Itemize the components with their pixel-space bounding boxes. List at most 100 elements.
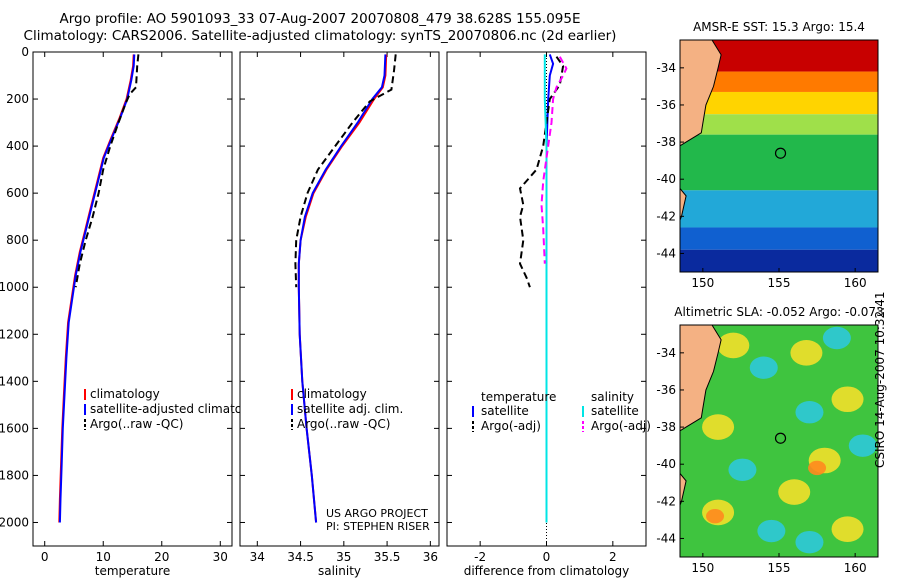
sla-anomaly-blob [848, 434, 877, 457]
sla-anomaly-blob [831, 516, 864, 542]
x-tick-label: 0 [41, 550, 49, 564]
sla-anomaly-blob [757, 519, 786, 543]
y-tick-label: 600 [6, 186, 29, 200]
sst-band [680, 134, 878, 191]
sla-anomaly-blob [717, 332, 750, 359]
x-tick-label: 34.5 [287, 550, 314, 564]
x-tick-label: 30 [213, 550, 228, 564]
sst-band [680, 190, 878, 228]
timestamp-label: CSIRO 14-Aug-2007 10:32:41 [873, 291, 887, 468]
map-y-tick-label: -44 [656, 531, 676, 545]
map-y-tick-label: -42 [656, 494, 676, 508]
sst-band [680, 71, 878, 92]
argo-float-marker [774, 147, 787, 159]
sst-band [680, 227, 878, 250]
map-x-tick-label: 150 [691, 276, 714, 290]
map-x-tick-label: 155 [768, 276, 791, 290]
sla-anomaly-blob [706, 508, 725, 524]
profile-panel-temperature_panel [32, 51, 233, 547]
map-y-tick-label: -40 [656, 172, 676, 186]
map-y-tick-label: -34 [656, 346, 676, 360]
legend-entry: Argo(..raw -QC) [297, 417, 390, 431]
x-axis-label: difference from climatology [464, 564, 630, 578]
map-y-tick-label: -34 [656, 61, 676, 75]
project-credit: US ARGO PROJECT PI: STEPHEN RISER [326, 507, 430, 533]
map-x-tick-label: 160 [844, 561, 867, 575]
sla-anomaly-blob [795, 530, 824, 554]
argo-float-marker [774, 432, 787, 444]
sla-anomaly-blob [790, 340, 823, 366]
x-tick-label: 36 [423, 550, 438, 564]
x-tick-label: -2 [474, 550, 486, 564]
plot-frame [32, 51, 233, 547]
map-panel-sla_map [680, 325, 878, 557]
series-line-argo-raw-qc- [294, 54, 397, 288]
map-y-tick-label: -44 [656, 246, 676, 260]
legend-header: temperature [481, 390, 556, 404]
figure-title-line2: Climatology: CARS2006. Satellite-adjuste… [23, 28, 617, 44]
sla-anomaly-blob [778, 479, 811, 505]
x-tick-label: 35.5 [374, 550, 401, 564]
profile-panel-salinity_panel [239, 51, 440, 547]
sla-anomaly-blob [702, 414, 735, 440]
sla-anomaly-blob [728, 458, 757, 481]
y-tick-label: 1600 [0, 421, 29, 435]
legend-entry: Argo(-adj) [591, 419, 651, 433]
x-tick-label: 20 [154, 550, 169, 564]
map-y-tick-label: -36 [656, 383, 676, 397]
series-line-temperature-argo-adj- [518, 56, 565, 288]
x-tick-label: 10 [96, 550, 111, 564]
profile-panel-difference_panel [446, 51, 647, 547]
plot-frame [239, 51, 440, 547]
x-tick-label: 0 [543, 550, 551, 564]
series-line-satellite-adjusted-climatology [58, 54, 136, 523]
y-tick-label: 0 [21, 45, 29, 59]
x-axis-label: temperature [95, 564, 170, 578]
sla-anomaly-blob [749, 356, 778, 379]
y-tick-label: 200 [6, 92, 29, 106]
x-tick-label: 2 [609, 550, 617, 564]
map-title: AMSR-E SST: 15.3 Argo: 15.4 [693, 20, 865, 34]
legend-entry: satellite-adjusted climatology [90, 402, 268, 416]
map-y-tick-label: -38 [656, 135, 676, 149]
map-panel-sst_map [680, 40, 878, 272]
land-mass [680, 325, 722, 432]
sla-anomaly-blob [795, 401, 824, 424]
sla-anomaly-blob [808, 460, 827, 476]
sst-band [680, 114, 878, 135]
legend-entry: climatology [90, 387, 160, 401]
x-tick-label: 34 [250, 550, 265, 564]
map-y-tick-label: -36 [656, 98, 676, 112]
y-tick-label: 800 [6, 233, 29, 247]
sla-anomaly-blob [822, 326, 851, 350]
legend-entry: satellite adj. clim. [297, 402, 403, 416]
sst-band [680, 249, 878, 272]
legend-entry: satellite [591, 404, 639, 418]
legend-entry: satellite [481, 404, 529, 418]
figure-title-line1: Argo profile: AO 5901093_33 07-Aug-2007 … [59, 11, 581, 27]
map-x-tick-label: 150 [691, 561, 714, 575]
series-line-salinity-argo-adj- [540, 56, 568, 264]
legend-entry: Argo(..raw -QC) [90, 417, 183, 431]
map-y-tick-label: -42 [656, 209, 676, 223]
y-tick-label: 1400 [0, 374, 29, 388]
legend-entry: Argo(-adj) [481, 419, 541, 433]
series-line-salinity-satellite [543, 54, 548, 523]
map-y-tick-label: -40 [656, 457, 676, 471]
legend-entry: climatology [297, 387, 367, 401]
y-tick-label: 400 [6, 139, 29, 153]
credit-line-project: US ARGO PROJECT [326, 507, 428, 520]
credit-line-pi: PI: STEPHEN RISER [326, 520, 430, 533]
y-tick-label: 1800 [0, 468, 29, 482]
sla-anomaly-blob [831, 386, 864, 413]
map-x-tick-label: 155 [768, 561, 791, 575]
x-tick-label: 35 [336, 550, 351, 564]
map-y-tick-label: -38 [656, 420, 676, 434]
sst-band [680, 91, 878, 115]
y-tick-label: 2000 [0, 515, 29, 529]
land-mass [680, 40, 722, 147]
legend-header: salinity [591, 390, 634, 404]
map-title: Altimetric SLA: -0.052 Argo: -0.073 [674, 305, 883, 319]
map-x-tick-label: 160 [844, 276, 867, 290]
